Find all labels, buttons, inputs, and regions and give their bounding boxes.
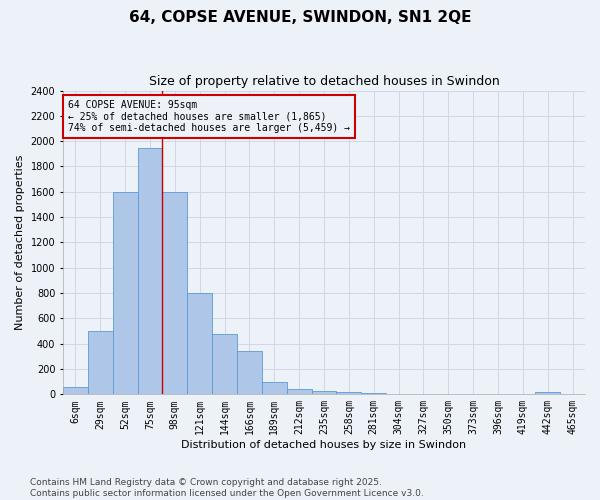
Bar [113, 192, 137, 394]
Bar [337, 392, 361, 394]
Bar [187, 293, 212, 394]
X-axis label: Distribution of detached houses by size in Swindon: Distribution of detached houses by size … [181, 440, 467, 450]
Text: Contains HM Land Registry data © Crown copyright and database right 2025.
Contai: Contains HM Land Registry data © Crown c… [30, 478, 424, 498]
Bar [212, 334, 237, 394]
Text: 64, COPSE AVENUE, SWINDON, SN1 2QE: 64, COPSE AVENUE, SWINDON, SN1 2QE [129, 10, 471, 25]
Title: Size of property relative to detached houses in Swindon: Size of property relative to detached ho… [149, 75, 499, 88]
Bar [287, 390, 311, 394]
Text: 64 COPSE AVENUE: 95sqm
← 25% of detached houses are smaller (1,865)
74% of semi-: 64 COPSE AVENUE: 95sqm ← 25% of detached… [68, 100, 350, 133]
Bar [88, 331, 113, 394]
Bar [163, 192, 187, 394]
Bar [535, 392, 560, 394]
Bar [311, 391, 337, 394]
Bar [237, 352, 262, 395]
Bar [137, 148, 163, 394]
Bar [63, 388, 88, 394]
Y-axis label: Number of detached properties: Number of detached properties [15, 155, 25, 330]
Bar [361, 393, 386, 394]
Bar [262, 382, 287, 394]
